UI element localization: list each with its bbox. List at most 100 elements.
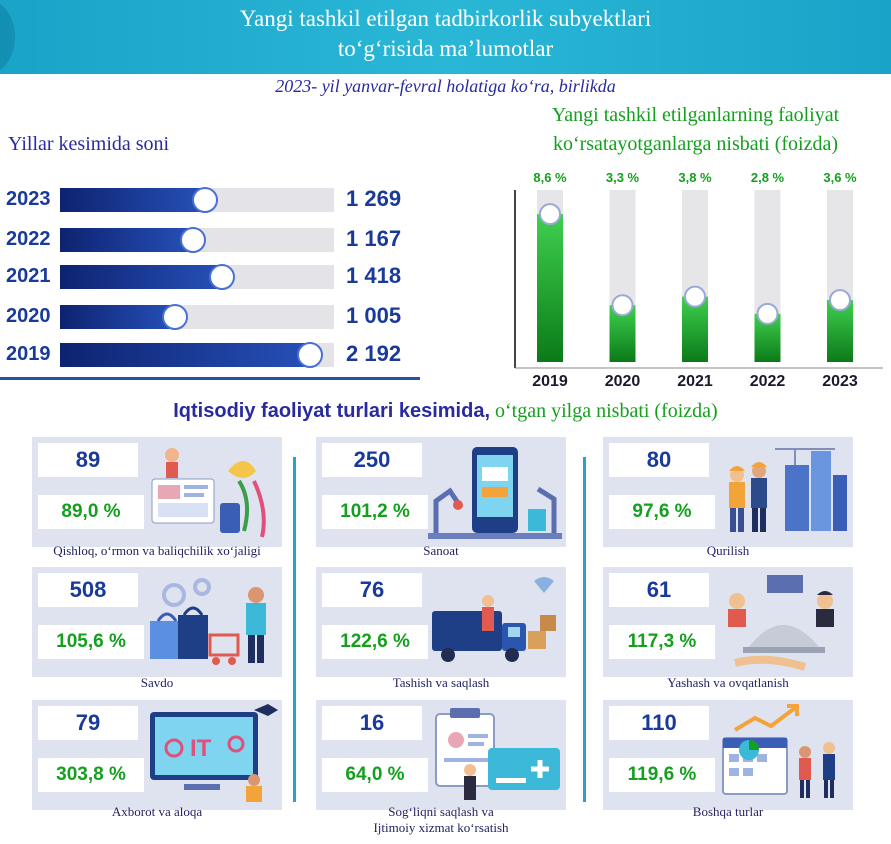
page-title-line2: to‘g‘risida ma’lumotlar <box>337 36 554 61</box>
category-percent: 119,6 % <box>609 758 715 792</box>
bar-end-marker <box>191 187 218 213</box>
bar-row-2020: 2020 1 005 <box>0 302 440 332</box>
category-count: 79 <box>38 706 138 740</box>
bar-fill <box>60 188 205 212</box>
bar-end-marker <box>684 285 706 308</box>
bar-fill <box>60 305 175 329</box>
section-title-bold: Iqtisodiy faoliyat turlari kesimida, <box>173 400 491 422</box>
bar-fill <box>60 228 194 252</box>
column-divider-right <box>583 457 586 802</box>
category-label-line2: Ijtimoiy xizmat ko‘rsatish <box>373 820 509 835</box>
category-card-hospitality: 61 117,3 % Yashash va ovqatlanish <box>603 567 853 690</box>
category-count: 61 <box>609 573 709 607</box>
category-count: 89 <box>38 443 138 477</box>
x-tick-label: 2022 <box>750 373 786 390</box>
bar-value-label: 1 167 <box>346 226 402 251</box>
page-title-line1: Yangi tashkil etilgan tadbirkorlik subye… <box>239 6 652 31</box>
category-count: 80 <box>609 443 709 477</box>
category-percent: 303,8 % <box>38 758 144 792</box>
category-label: Tashish va saqlash <box>392 675 490 690</box>
bar-track <box>60 227 334 253</box>
left-chart-baseline <box>0 377 420 380</box>
bar-value-label: 3,8 % <box>678 170 712 185</box>
it-illustration: IT <box>150 704 278 802</box>
category-percent: 117,3 % <box>609 625 715 659</box>
left-chart-title: Yillar kesimida soni <box>8 133 170 155</box>
category-label: Sanoat <box>423 543 459 558</box>
bar-end-marker <box>539 203 561 226</box>
bar-year-label: 2019 <box>6 343 51 365</box>
bar-value-label: 1 269 <box>346 186 402 211</box>
bar-end-marker <box>756 302 779 325</box>
category-percent: 89,0 % <box>38 495 144 529</box>
bar-fill <box>60 265 222 289</box>
bar-value-label: 2 192 <box>346 341 402 366</box>
trade-illustration <box>150 578 266 665</box>
category-label-line1: Sog‘liqni saqlash va <box>388 804 494 819</box>
category-card-trade: 508 105,6 % Savdo <box>32 567 282 690</box>
category-percent: 101,2 % <box>322 495 428 529</box>
bar-end-marker <box>208 264 235 290</box>
category-card-construction: 80 97,6 % Qurilish <box>603 437 853 558</box>
bar-year-label: 2020 <box>6 305 51 327</box>
bar-row-2023: 2023 1 269 <box>0 185 440 215</box>
section-title-rest: o‘tgan yilga nisbati (foizda) <box>490 400 718 422</box>
page-subtitle: 2023- yil yanvar-fevral holatiga ko‘ra, … <box>275 76 616 96</box>
svg-text:IT: IT <box>190 735 212 762</box>
bar-row-2022: 2022 1 167 <box>0 225 440 255</box>
category-label: Yashash va ovqatlanish <box>667 675 789 690</box>
bar-year-label: 2021 <box>6 265 51 287</box>
x-tick-label: 2021 <box>677 373 713 390</box>
category-count: 250 <box>322 443 422 477</box>
header-banner <box>0 0 891 74</box>
header-decoration <box>0 0 15 74</box>
agriculture-illustration <box>151 448 266 538</box>
bar-end-marker <box>297 342 324 368</box>
bar-row-2019: 2019 2 192 <box>0 340 440 370</box>
industry-illustration <box>428 447 562 539</box>
bar-end-marker <box>161 304 188 330</box>
bar-end-marker <box>829 289 851 312</box>
right-chart-title-line2: ko‘rsatayotganlarga nisbati (foizda) <box>552 133 839 155</box>
category-count: 110 <box>609 706 709 740</box>
category-count: 76 <box>322 573 422 607</box>
hospitality-illustration <box>728 575 834 671</box>
active-ratio-chart: 8,6 % 2019 3,3 % 2020 3,8 % 2021 2,8 % 2022 3,6 … <box>514 170 883 390</box>
bar-track <box>60 304 334 330</box>
bar-value-label: 3,3 % <box>606 170 640 185</box>
category-percent: 122,6 % <box>322 625 428 659</box>
bar-value-label: 1 418 <box>346 263 402 288</box>
other-services-illustration <box>722 704 835 798</box>
category-percent: 97,6 % <box>609 495 715 529</box>
construction-illustration <box>729 448 847 532</box>
bar-track <box>60 264 334 290</box>
category-card-health: 16 64,0 % Sog‘liqni saqlash va Ijtimoiy … <box>316 700 566 835</box>
category-label: Axborot va aloqa <box>111 804 203 819</box>
category-percent: 105,6 % <box>38 625 144 659</box>
bar-value-label: 8,6 % <box>533 170 567 185</box>
category-card-other: 110 119,6 % Boshqa turlar <box>603 700 853 819</box>
bar-end-marker <box>180 227 207 253</box>
bar-end-marker <box>611 294 634 317</box>
column-divider-left <box>293 457 296 802</box>
category-card-industry: 250 101,2 % Sanoat <box>316 437 566 558</box>
x-tick-label: 2020 <box>605 373 641 390</box>
x-tick-label: 2019 <box>532 373 568 390</box>
bar-value-label: 2,8 % <box>751 170 785 185</box>
bar-track <box>60 342 334 368</box>
bar-fill <box>60 343 311 367</box>
bar-year-label: 2022 <box>6 228 51 250</box>
bar-track <box>60 187 334 213</box>
category-card-it: 79 303,8 % IT Axborot va aloqa <box>32 700 282 819</box>
right-chart-title-line1: Yangi tashkil etilganlarning faoliyat <box>551 104 840 126</box>
category-count: 508 <box>38 573 138 607</box>
bar-row-2021: 2021 1 418 <box>0 262 440 292</box>
category-card-transport: 76 122,6 % Tashish va saqlash <box>316 567 566 690</box>
category-count: 16 <box>322 706 422 740</box>
category-label: Boshqa turlar <box>692 804 764 819</box>
category-card-agriculture: 89 89,0 % Qishloq, o‘rmon va baliqchilik… <box>32 437 282 558</box>
bar <box>537 214 563 362</box>
transport-illustration <box>432 577 556 662</box>
bar-year-label: 2023 <box>6 188 51 210</box>
bar-value-label: 3,6 % <box>823 170 857 185</box>
